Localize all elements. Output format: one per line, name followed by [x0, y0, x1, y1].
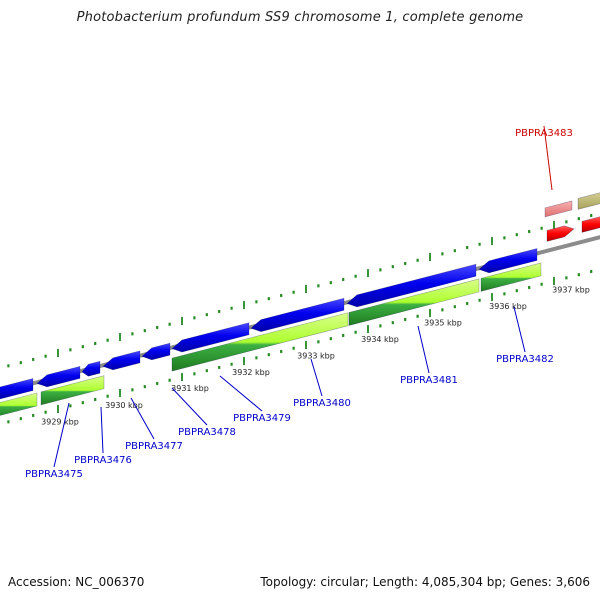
gene-label[interactable]: PBPRA3477 [125, 441, 183, 452]
scale-labels: 3929 kbp 3930 kbp 3931 kbp 3932 kbp 3933 kbp… [41, 286, 590, 427]
map-title: Photobacterium profundum SS9 chromosome … [76, 10, 524, 25]
gene-block[interactable] [348, 278, 480, 326]
cds-arrow[interactable] [81, 360, 101, 377]
cds-arrow[interactable] [346, 263, 477, 308]
cds-arrow[interactable] [171, 322, 250, 353]
cds-arrow[interactable] [478, 248, 538, 274]
gene-block[interactable] [0, 392, 38, 418]
scale-label: 3930 kbp [105, 401, 143, 410]
label-leader-line [130, 397, 155, 440]
scale-label: 3931 kbp [171, 384, 209, 393]
cds-arrow[interactable] [250, 297, 345, 332]
scale-label: 3936 kbp [489, 302, 527, 311]
gene-label[interactable]: PBPRA3482 [496, 354, 554, 365]
gene-label[interactable]: PBPRA3478 [178, 427, 236, 438]
highlight-cds-arrow[interactable] [546, 225, 575, 242]
neighbor-block[interactable] [577, 190, 600, 210]
cds-arrow[interactable] [36, 365, 81, 388]
scale-label: 3933 kbp [297, 351, 335, 360]
gene-block[interactable] [480, 262, 542, 292]
gene-label[interactable]: PBPRA3475 [25, 469, 83, 480]
gene-label[interactable]: PBPRA3483 [515, 128, 573, 139]
label-leader-line [219, 375, 263, 412]
topology-text: Topology: circular; Length: 4,085,304 bp… [260, 575, 590, 589]
label-leader-line [100, 406, 104, 454]
label-leader-line [513, 306, 526, 353]
label-leader-line [417, 325, 430, 374]
scale-label: 3935 kbp [424, 319, 462, 328]
gene-label[interactable]: PBPRA3479 [233, 413, 291, 424]
scale-label: 3934 kbp [361, 335, 399, 344]
cds-arrow[interactable] [141, 342, 171, 361]
gene-label[interactable]: PBPRA3476 [74, 455, 132, 466]
scale-label: 3937 kbp [552, 286, 590, 295]
label-leader-line [310, 358, 323, 397]
highlight-cds-arrow[interactable] [581, 216, 600, 233]
cds-arrow[interactable] [0, 378, 34, 400]
feature-track[interactable] [0, 190, 600, 418]
gene-labels: PBPRA3475 PBPRA3476 PBPRA3477 PBPRA3478 PBPR… [25, 125, 573, 480]
label-leader-line [171, 387, 208, 426]
gene-block[interactable] [171, 312, 349, 372]
cds-arrow[interactable] [102, 350, 141, 371]
label-leader-line [543, 125, 553, 191]
scale-label: 3929 kbp [41, 418, 79, 427]
gene-label[interactable]: PBPRA3481 [400, 375, 458, 386]
scale-label: 3932 kbp [232, 368, 270, 377]
label-leader-line [53, 402, 70, 468]
outer-tick-track [7, 213, 593, 368]
accession-text: Accession: NC_006370 [8, 575, 145, 589]
gene-label[interactable]: PBPRA3480 [293, 398, 351, 409]
gene-block[interactable] [40, 375, 105, 406]
highlight-gene-block[interactable] [544, 200, 573, 218]
inner-tick-track [7, 269, 593, 424]
